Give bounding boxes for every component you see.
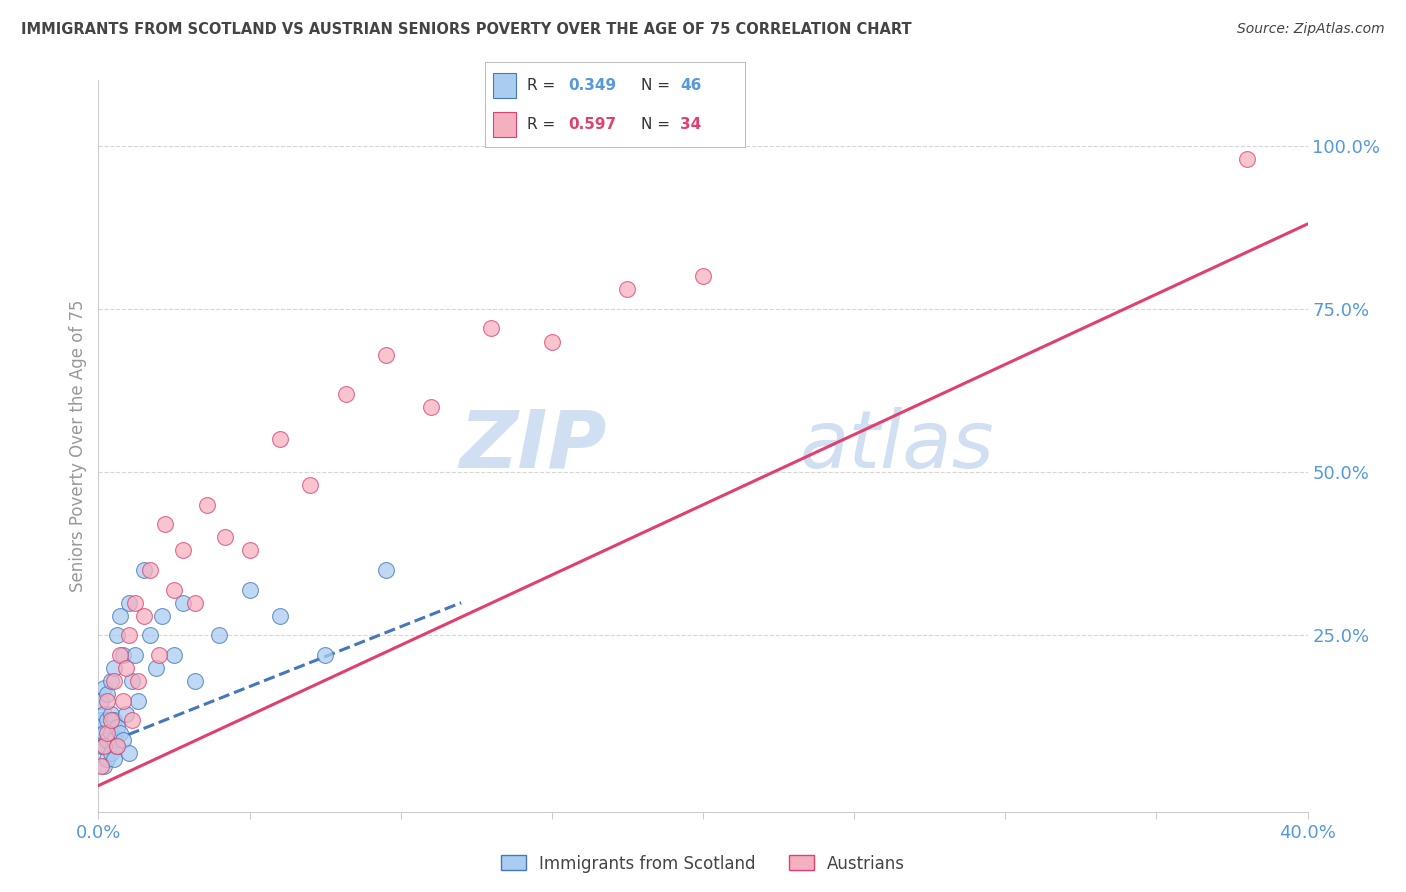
Point — [93, 681, 115, 695]
Text: R =: R = — [527, 117, 560, 132]
Point — [139, 628, 162, 642]
Point — [374, 563, 396, 577]
Point — [150, 608, 173, 623]
Point — [108, 648, 131, 662]
Point — [105, 739, 128, 754]
Point — [100, 726, 122, 740]
Point — [335, 386, 357, 401]
Point — [111, 694, 134, 708]
Point — [96, 752, 118, 766]
Point — [132, 608, 155, 623]
Bar — [494, 72, 516, 98]
Point — [145, 661, 167, 675]
Text: N =: N = — [641, 78, 675, 93]
Point — [103, 714, 125, 728]
Point — [111, 648, 134, 662]
Point — [420, 400, 443, 414]
Point — [103, 732, 125, 747]
Text: 0.349: 0.349 — [568, 78, 616, 93]
Point — [90, 739, 112, 754]
Text: ZIP: ZIP — [458, 407, 606, 485]
Point — [118, 596, 141, 610]
Point — [314, 648, 336, 662]
Point — [299, 478, 322, 492]
Point — [93, 759, 115, 773]
Point — [124, 648, 146, 662]
Y-axis label: Seniors Poverty Over the Age of 75: Seniors Poverty Over the Age of 75 — [69, 300, 87, 592]
Point — [96, 714, 118, 728]
Point — [100, 674, 122, 689]
Point — [108, 726, 131, 740]
Point — [195, 498, 218, 512]
Point — [184, 674, 207, 689]
Text: IMMIGRANTS FROM SCOTLAND VS AUSTRIAN SENIORS POVERTY OVER THE AGE OF 75 CORRELAT: IMMIGRANTS FROM SCOTLAND VS AUSTRIAN SEN… — [21, 22, 911, 37]
Point — [172, 543, 194, 558]
Text: atlas: atlas — [800, 407, 994, 485]
Point — [172, 596, 194, 610]
Point — [139, 563, 162, 577]
Point — [163, 582, 186, 597]
Point — [692, 269, 714, 284]
Point — [105, 720, 128, 734]
Point — [540, 334, 562, 349]
Point — [103, 674, 125, 689]
Point — [214, 530, 236, 544]
Point — [90, 714, 112, 728]
Point — [90, 694, 112, 708]
Point — [105, 739, 128, 754]
Point — [108, 608, 131, 623]
Point — [163, 648, 186, 662]
Point — [374, 347, 396, 362]
Point — [127, 674, 149, 689]
Point — [100, 746, 122, 760]
Point — [616, 282, 638, 296]
Text: 0.597: 0.597 — [568, 117, 616, 132]
Point — [114, 661, 136, 675]
Point — [96, 687, 118, 701]
Point — [103, 661, 125, 675]
Point — [90, 726, 112, 740]
Point — [153, 517, 176, 532]
Point — [93, 706, 115, 721]
Point — [132, 563, 155, 577]
Point — [121, 714, 143, 728]
Point — [118, 746, 141, 760]
Legend: Immigrants from Scotland, Austrians: Immigrants from Scotland, Austrians — [494, 848, 912, 880]
Point — [269, 433, 291, 447]
Point — [100, 714, 122, 728]
Point — [148, 648, 170, 662]
Point — [96, 732, 118, 747]
Point — [269, 608, 291, 623]
Text: 46: 46 — [681, 78, 702, 93]
Point — [100, 706, 122, 721]
Point — [114, 706, 136, 721]
Point — [127, 694, 149, 708]
Point — [118, 628, 141, 642]
Text: N =: N = — [641, 117, 675, 132]
Point — [239, 543, 262, 558]
Text: R =: R = — [527, 78, 560, 93]
Point — [93, 739, 115, 754]
Point — [90, 759, 112, 773]
Point — [93, 726, 115, 740]
Point — [93, 739, 115, 754]
Point — [208, 628, 231, 642]
Point — [239, 582, 262, 597]
Point — [1236, 152, 1258, 166]
Bar — [494, 112, 516, 137]
Text: 34: 34 — [681, 117, 702, 132]
Point — [184, 596, 207, 610]
Point — [481, 321, 503, 335]
Point — [96, 726, 118, 740]
Point — [103, 752, 125, 766]
Point — [96, 694, 118, 708]
Point — [111, 732, 134, 747]
Text: Source: ZipAtlas.com: Source: ZipAtlas.com — [1237, 22, 1385, 37]
Point — [124, 596, 146, 610]
Point — [105, 628, 128, 642]
Point — [121, 674, 143, 689]
